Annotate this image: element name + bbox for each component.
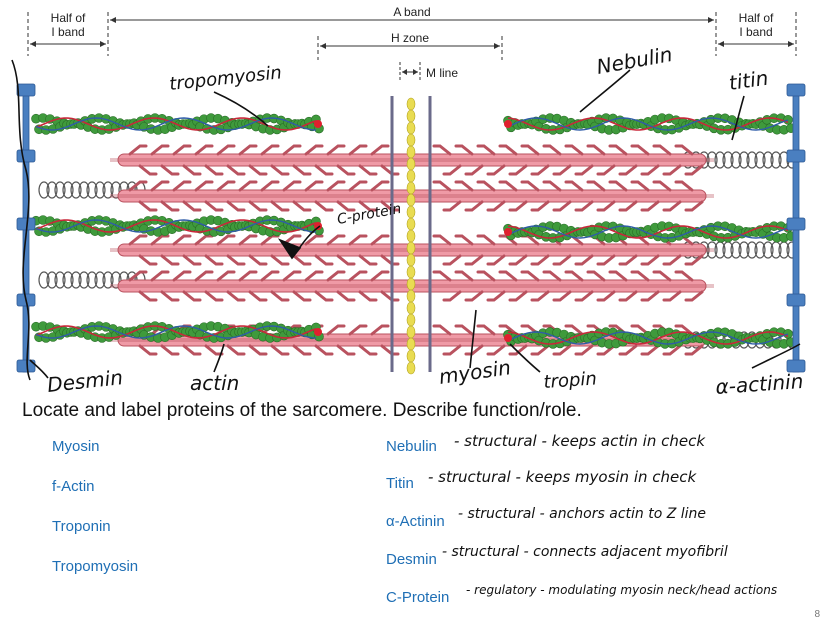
annotation-tropin: tropin bbox=[543, 368, 598, 393]
band-markers bbox=[27, 12, 797, 80]
note-alpha-actinin: - structural - anchors actin to Z line bbox=[458, 506, 707, 522]
left-term-tropomyosin: Tropomyosin bbox=[52, 558, 139, 575]
actin-thin-filament bbox=[503, 327, 796, 349]
actin-thin-filament bbox=[31, 215, 324, 237]
actin-thin-filament bbox=[503, 113, 796, 135]
label-half-i-band-right-1: Half of bbox=[739, 11, 774, 25]
label-half-i-band-left-2: I band bbox=[51, 25, 84, 39]
actin-thin-filament bbox=[31, 321, 324, 343]
right-term-nebulin: Nebulin bbox=[386, 438, 437, 455]
left-term-troponin: Troponin bbox=[52, 518, 111, 535]
m-line bbox=[390, 96, 432, 375]
z-disc-right bbox=[786, 83, 806, 373]
label-half-i-band-right-2: I band bbox=[739, 25, 772, 39]
left-term-myosin: Myosin bbox=[52, 438, 100, 455]
right-term-alpha-actinin: α-Actinin bbox=[386, 513, 445, 530]
annotation-desmin: Desmin bbox=[46, 365, 124, 397]
annotation-alpha-actinin: α-actinin bbox=[715, 369, 804, 399]
label-h-zone: H zone bbox=[391, 31, 429, 45]
annotation-actin: actin bbox=[190, 371, 239, 395]
titin-spring bbox=[38, 271, 146, 289]
annotation-titin: titin bbox=[727, 66, 769, 95]
note-desmin: - structural - connects adjacent myofibr… bbox=[442, 544, 728, 560]
actin-thin-filament bbox=[31, 113, 324, 135]
annotation-myosin: myosin bbox=[437, 355, 512, 389]
right-term-desmin: Desmin bbox=[386, 551, 437, 568]
note-titin: - structural - keeps myosin in check bbox=[428, 468, 697, 486]
annotation-nebulin: Nebulin bbox=[595, 42, 674, 79]
label-m-line: M line bbox=[426, 66, 458, 80]
note-nebulin: - structural - keeps actin in check bbox=[454, 432, 706, 450]
page-number: 8 bbox=[814, 609, 820, 620]
label-a-band: A band bbox=[393, 5, 430, 19]
actin-filaments bbox=[31, 113, 796, 349]
right-term-titin: Titin bbox=[386, 475, 414, 492]
note-c-protein: - regulatory - modulating myosin neck/he… bbox=[466, 583, 778, 597]
annotations bbox=[11, 59, 801, 381]
right-term-c-protein: C-Protein bbox=[386, 589, 450, 606]
band-arrowheads bbox=[30, 17, 794, 75]
actin-thin-filament bbox=[503, 221, 796, 243]
label-half-i-band-left-1: Half of bbox=[51, 11, 86, 25]
instruction-text: Locate and label proteins of the sarcome… bbox=[22, 400, 582, 421]
annotation-tropomyosin: tropomyosin bbox=[168, 62, 282, 95]
sarcomere-diagram: Half of I band A band Half of I band H z… bbox=[11, 5, 806, 399]
left-term-f-actin: f-Actin bbox=[52, 478, 95, 495]
